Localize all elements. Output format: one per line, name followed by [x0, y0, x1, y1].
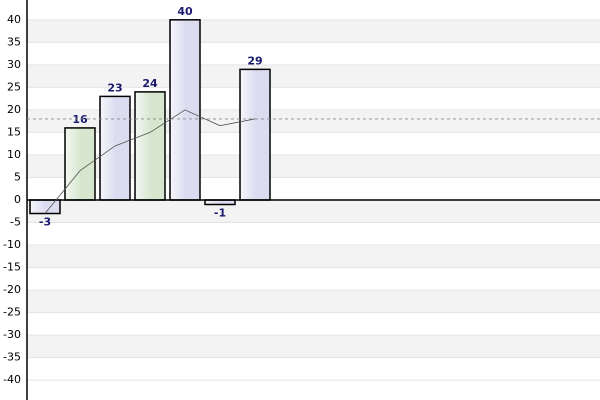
- y-tick-label: 20: [7, 103, 21, 116]
- value-label: 16: [72, 113, 88, 126]
- bar-shine: [136, 92, 151, 199]
- y-tick-label: -5: [10, 216, 21, 229]
- y-tick-label: 25: [7, 80, 21, 93]
- bar-shine: [31, 201, 46, 213]
- grid-band: [27, 19, 600, 43]
- y-tick-label: -10: [3, 238, 21, 251]
- value-label: 29: [247, 54, 262, 67]
- grid-band: [27, 335, 600, 358]
- y-tick-label: 10: [7, 148, 21, 161]
- y-tick-label: 30: [7, 58, 21, 71]
- bar-shine: [101, 97, 116, 199]
- y-tick-label: 35: [7, 35, 21, 48]
- y-tick-label: -20: [3, 283, 21, 296]
- bar-shine: [206, 201, 221, 204]
- y-tick-label: -15: [3, 261, 21, 274]
- y-tick-label: -35: [3, 351, 21, 364]
- bar-shine: [241, 70, 256, 199]
- grid-band: [27, 290, 600, 313]
- bar-shine: [171, 20, 186, 199]
- y-tick-label: -40: [3, 373, 21, 386]
- value-label: 24: [142, 77, 158, 90]
- y-tick-label: 15: [7, 125, 21, 138]
- value-label: -1: [214, 207, 226, 220]
- value-label: -3: [39, 216, 51, 229]
- trend-line: [44, 109, 256, 214]
- y-tick-label: 5: [14, 170, 21, 183]
- grid-band: [27, 245, 600, 268]
- value-label: 23: [107, 81, 122, 94]
- y-tick-label: 0: [14, 193, 21, 206]
- y-tick-label: -30: [3, 328, 21, 341]
- bar-shine: [66, 128, 81, 199]
- value-label: 40: [177, 5, 193, 18]
- y-tick-label: -25: [3, 306, 21, 319]
- grid-band: [27, 200, 600, 223]
- y-tick-label: 40: [7, 13, 21, 26]
